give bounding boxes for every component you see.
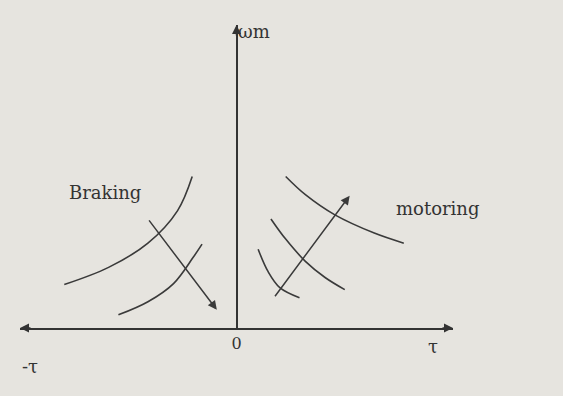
svg-text:ωm: ωm bbox=[238, 21, 270, 42]
svg-text:motoring: motoring bbox=[396, 198, 479, 219]
svg-text:0: 0 bbox=[231, 334, 241, 353]
svg-text:-τ: -τ bbox=[22, 356, 38, 377]
svg-text:τ: τ bbox=[428, 336, 438, 357]
svg-text:Braking: Braking bbox=[69, 182, 141, 203]
